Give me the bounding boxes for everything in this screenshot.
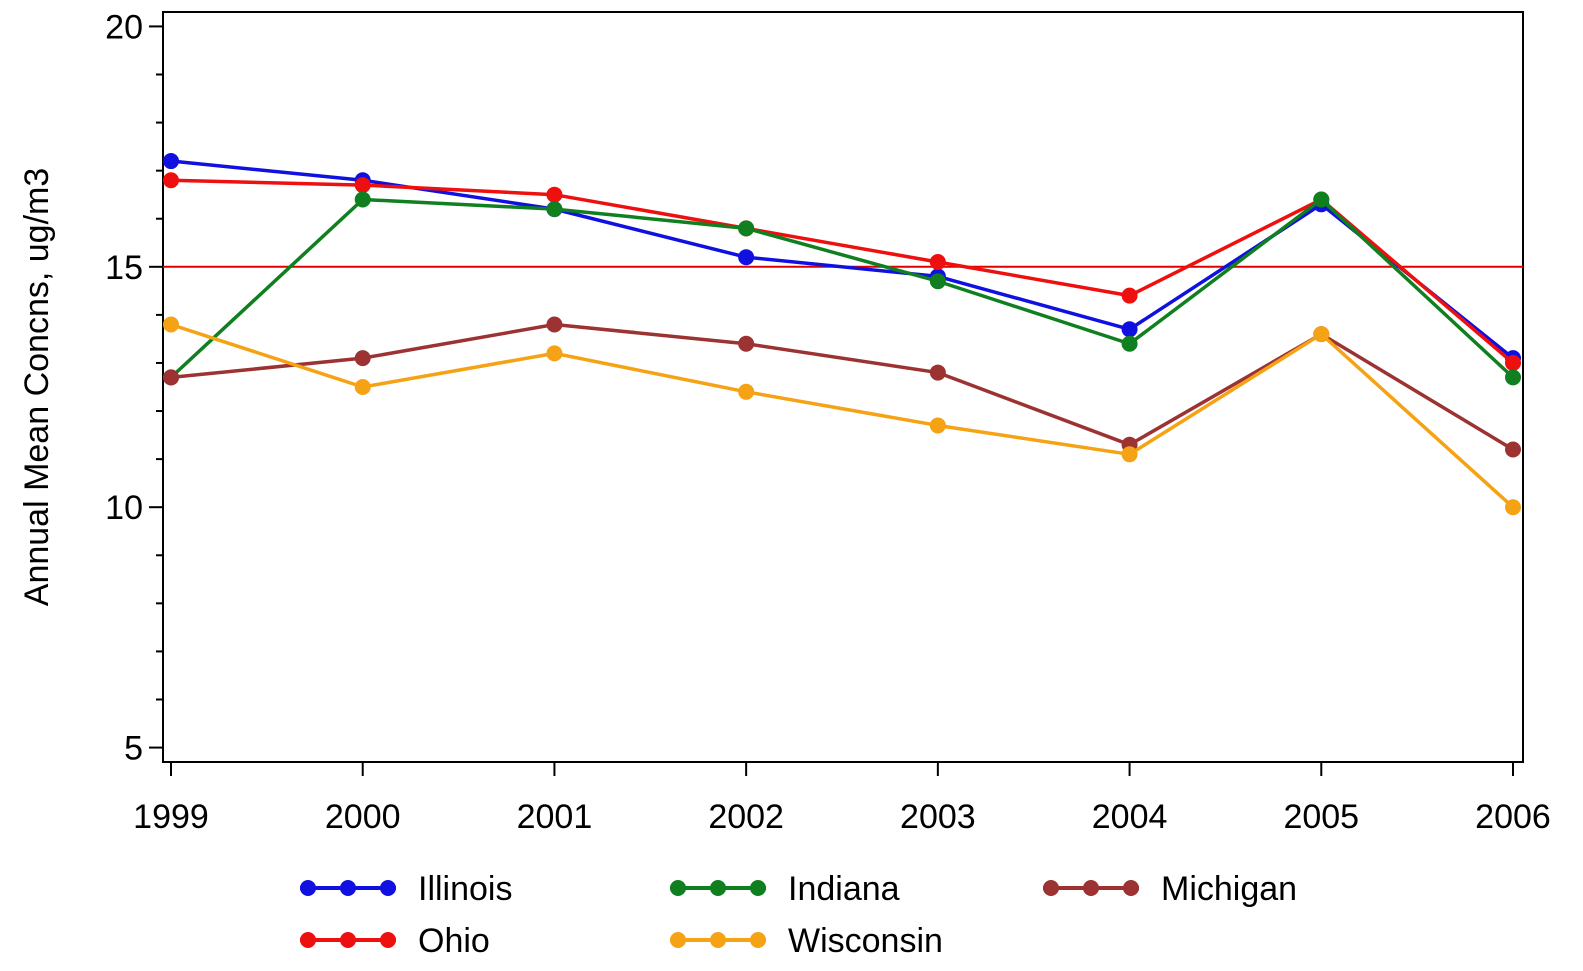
legend-marker-michigan [1123,880,1139,896]
data-point-ohio [1121,287,1138,304]
data-point-wisconsin [929,417,946,434]
data-point-michigan [546,316,563,333]
data-point-illinois [163,153,179,170]
legend-marker-wisconsin [670,932,686,948]
legend-marker-illinois [340,880,356,896]
data-point-ohio [163,172,179,189]
data-point-indiana [929,273,946,290]
legend-item-ohio: Ohio [300,922,490,960]
legend-item-wisconsin: Wisconsin [670,922,943,960]
x-tick-label: 2006 [1475,798,1551,836]
series-layer [163,153,1521,516]
data-point-ohio [546,186,563,203]
x-tick-label: 2000 [325,798,401,836]
data-point-indiana [738,220,755,237]
data-point-michigan [1505,441,1521,458]
series-line-illinois [170,159,1515,360]
legend-marker-ohio [340,932,356,948]
legend-marker-wisconsin [710,932,726,948]
y-axis: 5 10 15 20 [105,8,163,768]
data-point-wisconsin [738,383,755,400]
legend-marker-illinois [380,880,396,896]
x-axis: 1999 2000 2001 2002 2003 2004 2005 2006 [133,762,1551,836]
legend-item-illinois: Illinois [300,870,512,908]
data-point-indiana [1505,369,1521,386]
x-tick-label: 1999 [133,798,209,836]
series-line-ohio [170,178,1515,365]
legend-marker-indiana [670,880,686,896]
data-point-indiana [354,191,371,208]
data-point-wisconsin [354,379,371,395]
plot-frame [162,11,1524,763]
y-tick-label: 15 [105,249,143,287]
data-point-illinois [738,249,755,266]
x-tick-label: 2004 [1092,798,1168,836]
data-point-michigan [163,369,179,386]
legend-marker-michigan [1043,880,1059,896]
legend-label-michigan: Michigan [1161,870,1297,908]
legend-marker-indiana [710,880,726,896]
data-point-wisconsin [163,316,179,333]
legend-marker-ohio [380,932,396,948]
data-point-indiana [1313,191,1330,208]
legend-label-ohio: Ohio [418,922,490,960]
series-wisconsin [163,316,1521,516]
legend-label-illinois: Illinois [418,870,512,908]
x-tick-label: 2005 [1283,798,1359,836]
data-point-wisconsin [1505,499,1521,516]
y-axis-title: Annual Mean Concns, ug/m3 [18,168,56,606]
data-point-wisconsin [546,345,563,362]
legend-item-indiana: Indiana [670,870,900,908]
data-point-indiana [1121,335,1138,352]
y-tick-label: 20 [105,8,143,46]
series-line-wisconsin [170,322,1515,509]
data-point-illinois [1121,321,1138,338]
legend-marker-illinois [300,880,316,896]
x-tick-label: 2003 [900,798,976,836]
legend-marker-ohio [300,932,316,948]
y-tick-label: 10 [105,489,143,527]
x-tick-label: 2001 [517,798,593,836]
x-tick-label: 2002 [708,798,784,836]
legend-item-michigan: Michigan [1043,870,1297,908]
series-line-indiana [169,197,1515,379]
data-point-michigan [354,350,371,367]
legend: Illinois Ohio Indiana Wisconsin Michigan [300,870,1297,960]
data-point-indiana [546,201,563,218]
data-point-ohio [1505,354,1521,371]
legend-marker-michigan [1083,880,1099,896]
y-tick-label: 5 [124,730,143,768]
legend-marker-indiana [750,880,766,896]
data-point-wisconsin [1121,446,1138,463]
data-point-ohio [354,177,371,194]
data-point-michigan [738,335,755,352]
legend-label-wisconsin: Wisconsin [788,922,943,960]
legend-label-indiana: Indiana [788,870,900,908]
data-point-michigan [929,364,946,381]
legend-marker-wisconsin [750,932,766,948]
data-point-wisconsin [1313,326,1330,343]
data-point-ohio [929,254,946,270]
